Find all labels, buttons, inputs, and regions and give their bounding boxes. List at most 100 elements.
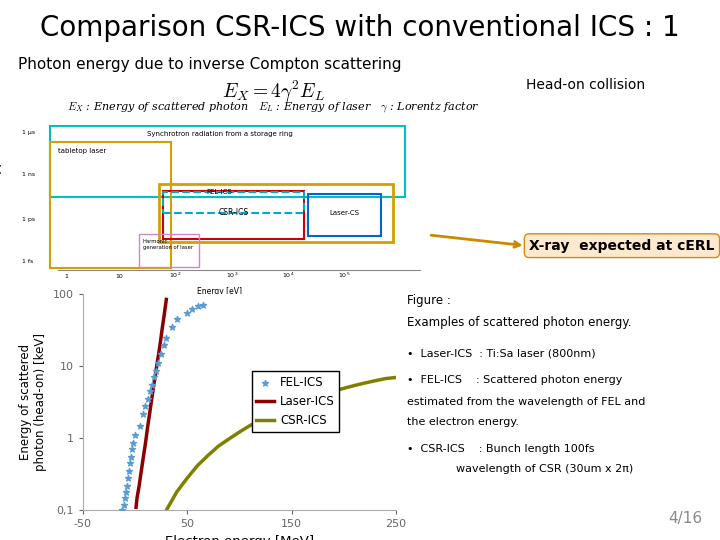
Text: CSR-ICS: CSR-ICS	[219, 208, 249, 217]
CSR-ICS	[392, 374, 400, 381]
CSR-ICS	[361, 380, 369, 386]
Y-axis label: Energy of scattered
photon (head-on) [keV]: Energy of scattered photon (head-on) [ke…	[19, 333, 48, 471]
Text: Examples of scattered photon energy.: Examples of scattered photon energy.	[407, 316, 631, 329]
FEL-ICS	[110, 528, 122, 536]
Laser-ICS	[132, 504, 140, 510]
FEL-ICS	[181, 309, 193, 318]
FEL-ICS	[126, 445, 138, 454]
CSR-ICS	[298, 398, 307, 404]
FEL-ICS	[150, 367, 161, 376]
Bar	[308, 194, 381, 236]
Text: 1 fs: 1 fs	[22, 259, 33, 265]
FEL-ICS	[146, 381, 158, 389]
Laser-ICS	[139, 454, 148, 460]
Line: Laser-ICS: Laser-ICS	[136, 299, 166, 507]
CSR-ICS	[329, 388, 338, 395]
Text: •  FEL-ICS    : Scattered photon energy: • FEL-ICS : Scattered photon energy	[407, 375, 622, 386]
FEL-ICS	[108, 528, 120, 536]
Laser-ICS	[158, 326, 166, 332]
FEL-ICS	[121, 481, 132, 490]
CSR-ICS	[266, 411, 275, 418]
FEL-ICS	[161, 333, 172, 342]
Laser-ICS	[153, 355, 162, 361]
Text: 1 µs: 1 µs	[22, 130, 35, 135]
Text: X-ray  expected at cERL: X-ray expected at cERL	[529, 239, 715, 253]
Text: Figure :: Figure :	[407, 294, 451, 307]
Bar	[163, 192, 305, 213]
Text: 4/16: 4/16	[668, 511, 702, 526]
CSR-ICS	[215, 443, 223, 449]
X-axis label: Electron energy [MeV]: Electron energy [MeV]	[165, 535, 314, 540]
CSR-ICS	[277, 407, 286, 413]
FEL-ICS	[112, 522, 124, 531]
Laser-ICS	[145, 410, 154, 417]
CSR-ICS	[246, 422, 254, 429]
CSR-ICS	[193, 462, 202, 469]
Bar	[50, 126, 405, 197]
FEL-ICS	[123, 467, 135, 475]
Laser-ICS	[156, 341, 164, 348]
Laser-ICS	[162, 296, 171, 302]
Text: •  CSR-ICS    : Bunch length 100fs: • CSR-ICS : Bunch length 100fs	[407, 444, 594, 454]
Laser-ICS	[143, 424, 152, 431]
FEL-ICS	[120, 488, 131, 496]
Laser-ICS	[137, 468, 145, 474]
CSR-ICS	[382, 375, 390, 382]
CSR-ICS	[350, 382, 359, 389]
Text: $10^2$: $10^2$	[169, 271, 181, 280]
FEL-ICS	[130, 431, 141, 440]
Text: $10^5$: $10^5$	[338, 271, 351, 280]
Text: wavelength of CSR (30um x 2π): wavelength of CSR (30um x 2π)	[407, 464, 633, 475]
Laser-ICS	[135, 482, 143, 489]
FEL-ICS	[197, 300, 209, 309]
Text: $E_X$ : Energy of scattered photon   $E_L$ : Energy of laser   $\gamma$ : Lorent: $E_X$ : Energy of scattered photon $E_L$…	[67, 100, 480, 114]
FEL-ICS	[125, 453, 137, 461]
FEL-ICS	[171, 315, 183, 323]
FEL-ICS	[135, 421, 146, 430]
Text: 1 ps: 1 ps	[22, 217, 35, 222]
FEL-ICS	[122, 474, 133, 482]
CSR-ICS	[183, 475, 192, 481]
Text: Synchrotron radiation from a storage ring: Synchrotron radiation from a storage rin…	[147, 131, 292, 137]
FEL-ICS	[114, 517, 126, 526]
CSR-ICS	[235, 429, 244, 435]
Text: 1: 1	[65, 274, 68, 279]
Laser-ICS	[160, 312, 168, 318]
Text: Laser-CS: Laser-CS	[330, 210, 359, 216]
Text: the electron energy.: the electron energy.	[407, 417, 519, 427]
Text: $10^3$: $10^3$	[225, 271, 238, 280]
Text: 10: 10	[115, 274, 122, 279]
FEL-ICS	[156, 349, 167, 358]
Bar	[139, 234, 199, 267]
FEL-ICS	[117, 506, 128, 515]
CSR-ICS	[287, 402, 296, 409]
Text: tabletop laser: tabletop laser	[58, 148, 107, 154]
Laser-ICS	[150, 382, 158, 388]
FEL-ICS	[142, 395, 153, 403]
FEL-ICS	[186, 305, 198, 314]
FEL-ICS	[127, 439, 139, 448]
Laser-ICS	[132, 495, 141, 501]
FEL-ICS	[140, 402, 151, 410]
FEL-ICS	[119, 494, 130, 502]
Text: FEL-ICS: FEL-ICS	[207, 189, 233, 195]
Text: Head-on collision: Head-on collision	[526, 78, 644, 92]
FEL-ICS	[138, 409, 149, 418]
CSR-ICS	[204, 452, 212, 458]
Text: Harmonic
generation of laser: Harmonic generation of laser	[143, 239, 193, 250]
Text: Pulse duration [s]: Pulse duration [s]	[0, 163, 2, 231]
FEL-ICS	[144, 387, 156, 396]
Laser-ICS	[148, 396, 156, 402]
FEL-ICS	[166, 323, 177, 332]
Legend: FEL-ICS, Laser-ICS, CSR-ICS: FEL-ICS, Laser-ICS, CSR-ICS	[251, 372, 339, 432]
FEL-ICS	[158, 340, 170, 349]
FEL-ICS	[118, 500, 130, 509]
Laser-ICS	[141, 440, 150, 447]
Text: 1 ns: 1 ns	[22, 172, 35, 177]
Bar	[159, 184, 393, 242]
Text: estimated from the wavelength of FEL and: estimated from the wavelength of FEL and	[407, 397, 645, 407]
Bar	[50, 142, 171, 268]
FEL-ICS	[124, 459, 135, 468]
FEL-ICS	[192, 302, 204, 310]
CSR-ICS	[319, 392, 328, 398]
